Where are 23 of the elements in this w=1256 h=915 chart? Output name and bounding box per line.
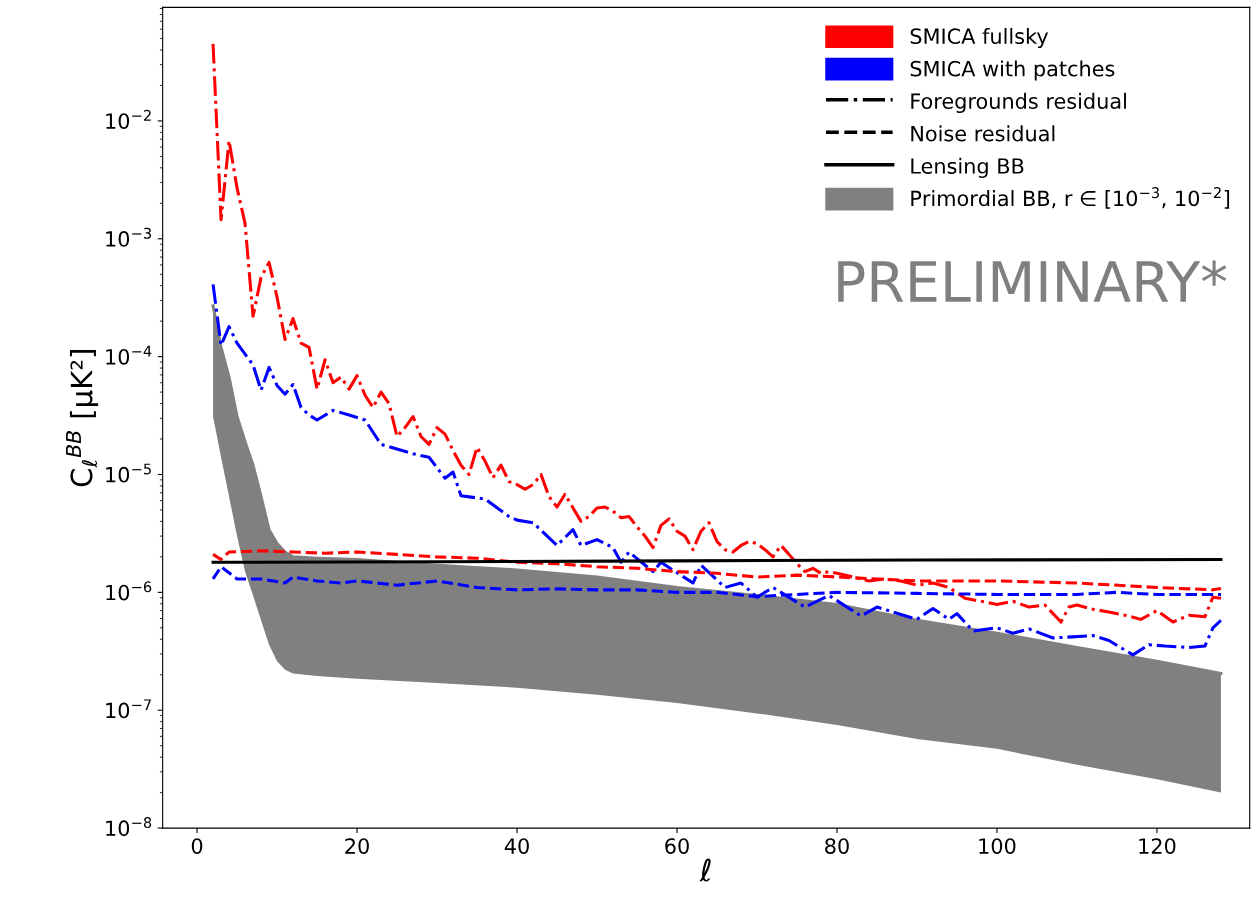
y-tick-label: 10$^{−2}$: [106, 109, 151, 129]
x-tick-label: 40: [504, 838, 529, 854]
y-tick-label: 10$^{−6}$: [106, 581, 152, 601]
x-tick-label: 120: [1139, 838, 1176, 854]
annotation: SMICA with patches: [910, 60, 1115, 81]
y-tick-label: 10$^{−4}$: [106, 345, 152, 365]
annotation: PRELIMINARY*: [838, 260, 1227, 302]
annotation: Foregrounds residual: [911, 92, 1126, 114]
x-axis-title: ℓ: [699, 858, 711, 882]
y-tick-label: 10$^{−3}$: [106, 227, 152, 247]
y-tick-label: 10$^{−7}$: [106, 699, 151, 719]
annotation: Noise residual: [911, 125, 1055, 142]
x-tick-label: 80: [825, 838, 849, 854]
x-tick-label: 0: [191, 838, 203, 854]
legend-label: Primordial BB, r ∈ [10$^{−3}$, 10$^{−2}$]: [911, 187, 1230, 209]
legend-label: Lensing BB: [911, 157, 1024, 178]
annotation: SMICA fullsky: [910, 27, 1049, 49]
y-tick-label: 10$^{−8}$: [106, 817, 152, 837]
y-tick-label: 10$^{−5}$: [106, 463, 151, 483]
x-tick-label: 60: [665, 838, 689, 854]
x-tick-label: 100: [979, 838, 1016, 854]
x-tick-label: 20: [345, 838, 369, 854]
y-axis-title: C$_{ℓ}$$^{BB}$ [μK²]: [66, 350, 99, 487]
